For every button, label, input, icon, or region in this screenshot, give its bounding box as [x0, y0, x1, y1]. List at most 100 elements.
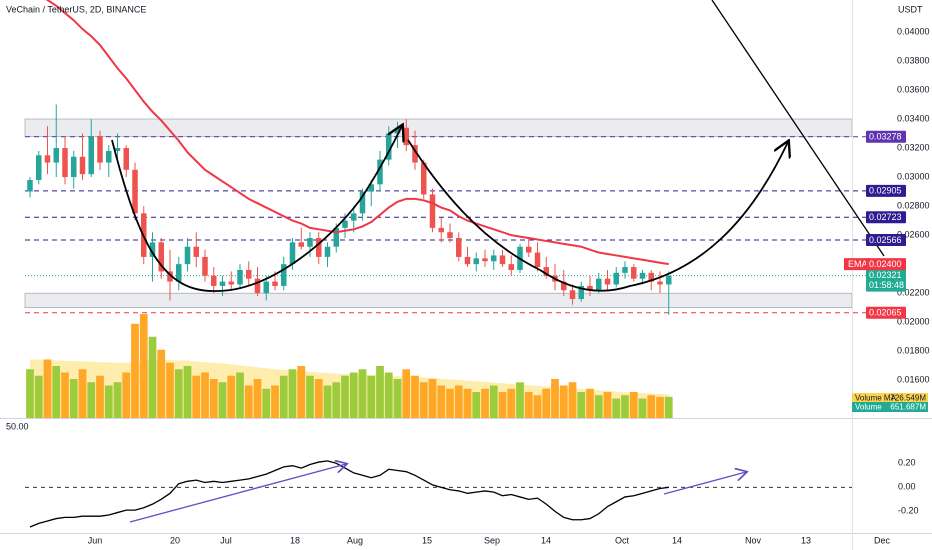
candle-body: [53, 148, 59, 163]
candle-body: [604, 278, 611, 285]
indicator-tick-label: -0.20: [898, 506, 919, 516]
volume-bar: [297, 366, 306, 418]
candle-body: [342, 220, 348, 228]
indicator-tick-label: 0.00: [898, 482, 916, 492]
y-tick-label: 0.02000: [897, 317, 930, 327]
price-tag-label: 0.02905: [869, 186, 902, 196]
candle-body: [561, 281, 567, 291]
candle-body: [622, 267, 628, 273]
volume-tag-name: Volume: [855, 403, 882, 412]
volume-bar: [612, 398, 621, 418]
candle-body: [44, 155, 51, 163]
volume-bar: [367, 375, 376, 418]
pane-label: 50.00: [6, 421, 29, 431]
volume-bar: [647, 395, 656, 418]
candle-body: [237, 269, 243, 285]
price-tag: 0.03278: [866, 130, 906, 143]
y-tick-label: 0.03800: [897, 55, 930, 65]
volume-bar: [664, 396, 673, 418]
x-tick-label: 14: [672, 535, 682, 545]
volume-bar: [192, 375, 201, 418]
price-tag-label: 0.02566: [869, 235, 902, 245]
candle-body: [351, 213, 357, 221]
drawings: [111, 0, 885, 523]
candle-body: [88, 136, 94, 175]
indicator-tick-label: 0.20: [898, 458, 916, 468]
candle-body: [97, 136, 103, 163]
volume-bar: [139, 314, 148, 418]
volume-bar: [428, 379, 437, 418]
price-tag-label: 0.02400: [869, 259, 902, 269]
volume-bar: [271, 385, 279, 418]
volume-bar: [603, 392, 612, 418]
x-tick-label: Dec: [874, 535, 891, 545]
volume-bar: [454, 385, 463, 418]
volume-tag-bg: [852, 393, 928, 403]
volume-bar: [524, 392, 533, 418]
candle-body: [272, 281, 278, 286]
volume-bar: [52, 366, 61, 418]
volume-bar: [586, 388, 594, 418]
volume-bar: [621, 395, 629, 418]
ema-tag-name: EMA: [848, 259, 868, 269]
price-tag-bg: [866, 184, 906, 197]
x-tick-label: 15: [422, 535, 432, 545]
y-tick-label: 0.03600: [897, 84, 930, 94]
volume-bar: [244, 385, 253, 418]
candle-body: [377, 159, 383, 185]
candle-body: [298, 242, 304, 247]
candle-body: [307, 238, 313, 247]
volume-bar: [542, 388, 551, 418]
volume-bar: [489, 385, 498, 418]
price-tag-bg: [866, 269, 906, 292]
price-tag-bg: [866, 130, 906, 143]
volume-bar: [629, 392, 638, 418]
candle-body: [114, 148, 121, 151]
candle-body: [36, 155, 42, 180]
chart-title: VeChain / TetherUS, 2D, BINANCE: [6, 4, 146, 14]
volume-bar: [393, 379, 402, 418]
volume-bar: [656, 396, 664, 418]
volume-bar: [26, 369, 34, 418]
price-tag-bg: [866, 258, 906, 271]
candle-body: [657, 281, 663, 285]
candle-body: [359, 191, 366, 214]
volume-bar: [411, 375, 419, 418]
volume-bar: [481, 388, 489, 418]
candle-body: [27, 179, 33, 192]
candle-body: [499, 255, 506, 265]
price-tag-bg: [866, 234, 906, 247]
candle-body: [491, 255, 497, 262]
volume-bar: [638, 398, 647, 418]
countdown: 01:58:48: [869, 280, 904, 290]
volume-bar: [236, 372, 244, 418]
price-tag: 0.02065: [866, 306, 906, 319]
candle-body: [167, 271, 173, 282]
volume-bar: [61, 372, 69, 418]
y-tick-label: 0.01600: [897, 375, 930, 385]
volume-bar: [122, 372, 131, 418]
candle-body: [79, 156, 86, 175]
volume-bar: [87, 382, 96, 418]
candle-body: [438, 227, 444, 233]
candle-body: [263, 281, 269, 294]
volume-bar: [594, 395, 603, 418]
volume-tag: Volume 651.687M: [852, 402, 928, 412]
volume-bar: [559, 385, 568, 418]
volume-bar: [507, 388, 516, 418]
volume-tag-label: 651.687M: [890, 403, 926, 412]
volume-bar: [577, 392, 586, 418]
x-tick-label: Nov: [745, 535, 762, 545]
candle-body: [648, 272, 654, 282]
volume-bar: [43, 359, 52, 418]
y-tick-label: 0.02600: [897, 230, 930, 240]
candle-body: [333, 227, 339, 247]
candle-body: [71, 156, 77, 178]
volume-bar: [551, 379, 559, 418]
currency: USDT: [898, 4, 923, 14]
candle-body: [132, 169, 138, 214]
price-tag-label: 0.03278: [869, 132, 902, 142]
candle-body: [613, 272, 619, 285]
volume-bar: [253, 379, 262, 418]
candle-body: [184, 246, 191, 265]
